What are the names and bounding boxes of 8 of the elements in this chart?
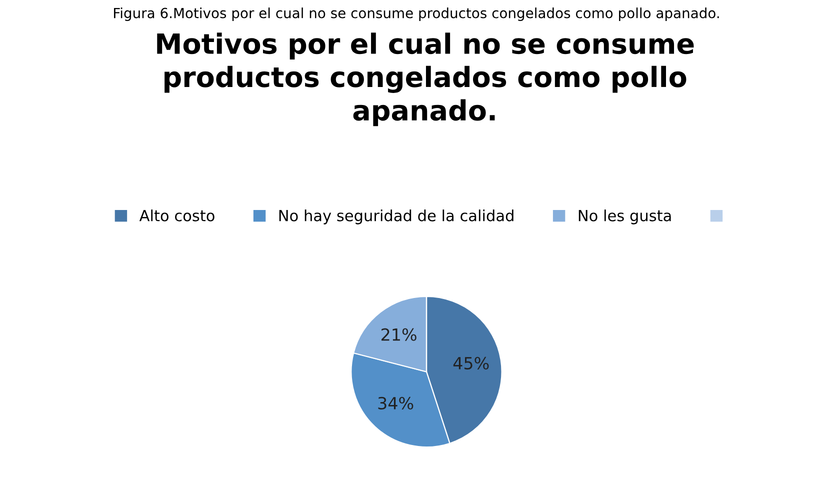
data-label: 21%: [382, 328, 416, 341]
data-label: 34%: [378, 396, 414, 410]
data-label: 45%: [453, 356, 489, 370]
chart-title: Motivos por el cual no se consume productos congelados como pollo apanado.: [157, 32, 694, 126]
legend-label: No les gusta: [578, 210, 671, 224]
legend-label: No hay seguridad de la calidad: [279, 210, 514, 224]
legend-label: Alto costo: [139, 210, 214, 222]
text: Figura 6.Motivos por el cual no se consume productos congelados como pollo apanado.: [114, 8, 719, 21]
